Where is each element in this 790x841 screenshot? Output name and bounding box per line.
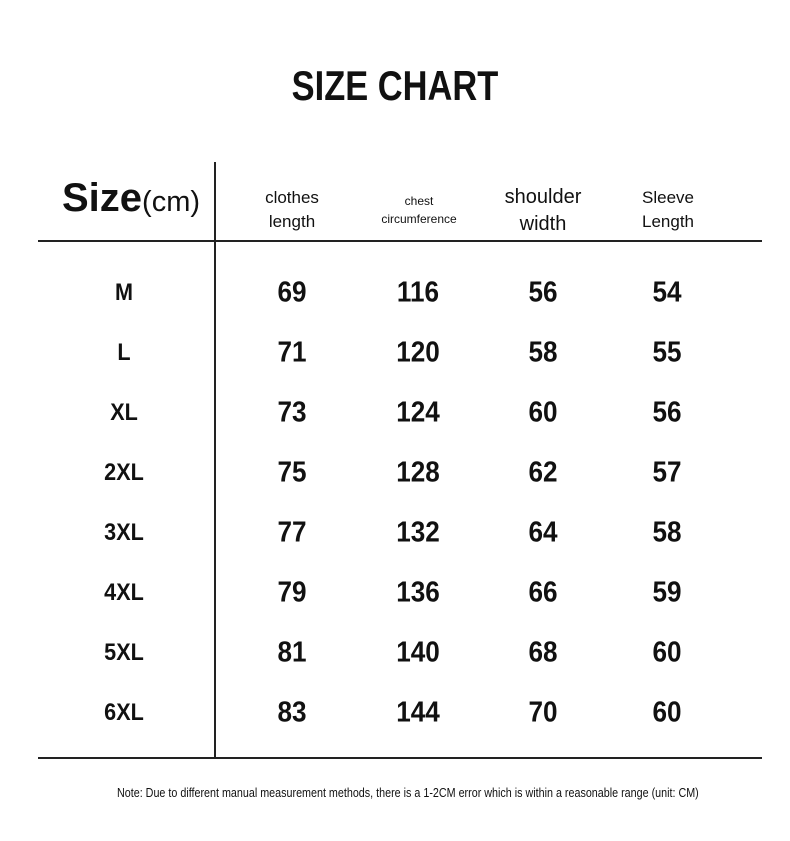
measurement-cell: 81 xyxy=(277,636,307,669)
measurement-cell: 77 xyxy=(277,516,307,549)
header-line: circumference xyxy=(381,212,457,226)
size-cell: XL xyxy=(110,399,138,426)
header-line: length xyxy=(268,212,316,231)
page-title: SIZE CHART xyxy=(291,62,499,109)
measurement-cell: 69 xyxy=(277,276,307,309)
measurement-cell: 132 xyxy=(396,516,440,549)
size-cell: 2XL xyxy=(104,459,144,486)
measurement-cell: 136 xyxy=(396,576,440,609)
measurement-cell: 55 xyxy=(652,336,682,369)
measurement-cell: 60 xyxy=(652,636,682,669)
measurement-cell: 128 xyxy=(396,456,440,489)
header-line: chest xyxy=(404,194,434,208)
size-cell: L xyxy=(117,339,131,366)
header-line: Sleeve xyxy=(642,188,694,207)
size-cell: 6XL xyxy=(104,699,144,726)
header-line: width xyxy=(519,213,567,235)
table-bottom-border xyxy=(38,757,762,759)
measurement-cell: 56 xyxy=(528,276,558,309)
measurement-cell: 64 xyxy=(528,516,558,549)
size-cell: M xyxy=(115,279,133,306)
measurement-cell: 57 xyxy=(652,456,682,489)
measurement-cell: 66 xyxy=(528,576,558,609)
header-divider xyxy=(38,240,762,242)
measurement-cell: 83 xyxy=(277,696,307,729)
measurement-cell: 59 xyxy=(652,576,682,609)
measurement-cell: 54 xyxy=(652,276,682,309)
measurement-cell: 116 xyxy=(396,276,440,309)
column-header-clothes-length: clothes length xyxy=(222,186,362,234)
size-header: Size(cm) xyxy=(62,176,200,221)
size-cell: 5XL xyxy=(104,639,144,666)
measurement-cell: 75 xyxy=(277,456,307,489)
header-line: shoulder xyxy=(504,186,582,208)
measurement-cell: 60 xyxy=(652,696,682,729)
measurement-cell: 140 xyxy=(396,636,440,669)
column-divider xyxy=(214,162,216,757)
size-unit: (cm) xyxy=(142,186,201,218)
measurement-cell: 60 xyxy=(528,396,558,429)
measurement-cell: 56 xyxy=(652,396,682,429)
column-header-sleeve-length: Sleeve Length xyxy=(598,186,738,234)
measurement-cell: 124 xyxy=(396,396,440,429)
header-line: clothes xyxy=(265,188,319,207)
measurement-cell: 79 xyxy=(277,576,307,609)
measurement-cell: 120 xyxy=(396,336,440,369)
measurement-cell: 70 xyxy=(528,696,558,729)
measurement-note: Note: Due to different manual measuremen… xyxy=(117,786,699,800)
measurement-cell: 58 xyxy=(528,336,558,369)
measurement-cell: 68 xyxy=(528,636,558,669)
measurement-cell: 58 xyxy=(652,516,682,549)
column-header-chest-circumference: chest circumference xyxy=(349,192,489,228)
column-header-shoulder-width: shoulder width xyxy=(473,184,613,238)
size-label: Size xyxy=(62,176,143,220)
measurement-cell: 144 xyxy=(396,696,440,729)
measurement-cell: 73 xyxy=(277,396,307,429)
header-line: Length xyxy=(642,212,694,231)
size-cell: 4XL xyxy=(104,579,144,606)
measurement-cell: 62 xyxy=(528,456,558,489)
measurement-cell: 71 xyxy=(277,336,307,369)
size-cell: 3XL xyxy=(104,519,144,546)
